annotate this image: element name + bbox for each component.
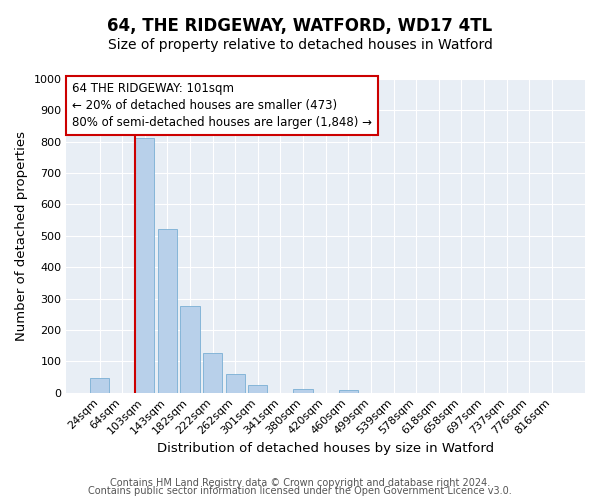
Text: Size of property relative to detached houses in Watford: Size of property relative to detached ho… bbox=[107, 38, 493, 52]
Bar bbox=[90, 378, 109, 392]
Text: Contains public sector information licensed under the Open Government Licence v3: Contains public sector information licen… bbox=[88, 486, 512, 496]
Bar bbox=[181, 306, 200, 392]
Text: 64 THE RIDGEWAY: 101sqm
← 20% of detached houses are smaller (473)
80% of semi-d: 64 THE RIDGEWAY: 101sqm ← 20% of detache… bbox=[71, 82, 371, 129]
Text: Contains HM Land Registry data © Crown copyright and database right 2024.: Contains HM Land Registry data © Crown c… bbox=[110, 478, 490, 488]
Bar bbox=[226, 374, 245, 392]
Bar bbox=[203, 354, 222, 393]
Bar bbox=[135, 138, 154, 392]
Bar bbox=[339, 390, 358, 392]
Bar bbox=[248, 385, 268, 392]
X-axis label: Distribution of detached houses by size in Watford: Distribution of detached houses by size … bbox=[157, 442, 494, 455]
Text: 64, THE RIDGEWAY, WATFORD, WD17 4TL: 64, THE RIDGEWAY, WATFORD, WD17 4TL bbox=[107, 18, 493, 36]
Bar bbox=[293, 389, 313, 392]
Bar bbox=[158, 229, 177, 392]
Y-axis label: Number of detached properties: Number of detached properties bbox=[15, 131, 28, 341]
